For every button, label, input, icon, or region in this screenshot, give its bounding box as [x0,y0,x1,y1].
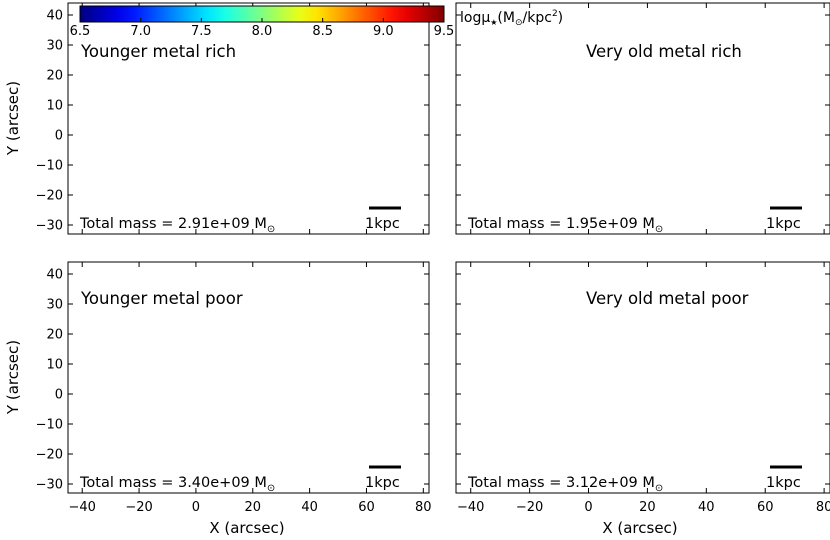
y-axis-label-bottom: Y (arcsec) [4,340,22,415]
x-tick-label: −20 [516,500,543,515]
panel-title: Younger metal poor [80,289,243,308]
mass-prefix: Total mass = [467,475,566,491]
y-tick-label: −10 [36,159,63,174]
total-mass-label: Total mass = 3.40e+09 M⊙ [79,475,275,494]
mass-value: 1.95e+09 [566,216,642,232]
x-tick-label: −40 [68,500,95,515]
panel-top-left: 40 30 20 10 0 −10 −20 −30 Younger metal rich Tota… [36,2,430,235]
x-axis-label-right: X (arcsec) [602,519,677,537]
colorbar-tick-label: 8.0 [252,24,273,39]
mass-unit: M [254,475,267,491]
colorbar-tick-label: 8.5 [312,24,333,39]
panel-top-right: Very old metal rich Total mass = 1.95e+09… [455,2,830,235]
mass-prefix: Total mass = [79,216,178,232]
total-mass-label: Total mass = 3.12e+09 M⊙ [467,475,663,494]
x-tick-label: 0 [584,500,592,515]
x-tick-label: 20 [639,500,656,515]
x-tick-label: 80 [415,500,432,515]
panel-frame [67,261,430,494]
colorbar-label-part: ⊙ [515,18,523,28]
scale-bar-label: 1kpc [766,475,801,491]
mass-value: 2.91e+09 [178,216,254,232]
colorbar-label-part: ) [558,10,563,26]
panel-frame [67,2,430,235]
panel-bottom-left: −40 −20 0 20 40 60 80 40 30 20 10 0 −10 −20 −30 Younger… [36,261,432,515]
colorbar-label-part: /kpc [523,10,552,26]
x-tick-label: 40 [698,500,715,515]
y-tick-label: 30 [46,39,63,54]
total-mass-label: Total mass = 2.91e+09 M⊙ [79,216,275,235]
colorbar-tick-label: 9.5 [434,24,455,39]
mass-unit: M [642,475,655,491]
total-mass-label: Total mass = 1.95e+09 M⊙ [467,216,663,235]
colorbar-tick-label: 9.0 [373,24,394,39]
y-tick-label: −30 [36,478,63,493]
colorbar: 6.5 7.0 7.5 8.0 8.5 9.0 9.5 logμ★(M⊙/kpc2) [70,5,563,39]
colorbar-label-part: (M [497,10,515,26]
y-tick-label: 30 [46,298,63,313]
colorbar-label-part: 2 [552,9,558,19]
colorbar-tick-label: 6.5 [70,24,91,39]
panel-frame [455,2,830,235]
panel-title: Younger metal rich [80,42,236,61]
y-tick-label: 0 [55,388,63,403]
x-axis-label-left: X (arcsec) [209,519,284,537]
y-tick-label: −20 [36,189,63,204]
y-tick-label: −10 [36,418,63,433]
scale-bar-label: 1kpc [766,216,801,232]
scale-bar-label: 1kpc [365,216,400,232]
y-tick-label: 10 [46,358,63,373]
x-tick-label: 60 [358,500,375,515]
panel-frame [455,261,830,494]
panel-title: Very old metal rich [586,42,742,61]
y-tick-label: 20 [46,69,63,84]
panel-bottom-right: −40 −20 0 20 40 60 80 Very old metal poor Total … [455,261,830,515]
x-tick-label: 20 [244,500,261,515]
y-tick-label: 10 [46,99,63,114]
y-tick-label: 0 [55,129,63,144]
mass-value: 3.40e+09 [178,475,254,491]
colorbar-label-part: ★ [490,18,497,27]
mass-unit-sun: ⊙ [267,483,275,494]
colorbar-label-part: logμ [460,10,490,26]
mass-unit-sun: ⊙ [267,224,275,235]
mass-unit: M [642,216,655,232]
x-tick-label: 60 [757,500,774,515]
mass-unit: M [254,216,267,232]
y-tick-label: 40 [46,9,63,24]
y-tick-label: −30 [36,219,63,234]
mass-prefix: Total mass = [467,216,566,232]
y-tick-label: −20 [36,448,63,463]
y-axis-label-top: Y (arcsec) [4,81,22,156]
mass-unit-sun: ⊙ [655,224,663,235]
panel-title: Very old metal poor [586,289,749,308]
colorbar-label: logμ★(M⊙/kpc2) [460,9,563,28]
colorbar-tick-label: 7.5 [191,24,212,39]
x-tick-label: 80 [816,500,830,515]
y-tick-label: 40 [46,268,63,283]
colorbar-tick-label: 7.0 [130,24,151,39]
scale-bar-label: 1kpc [365,475,400,491]
x-tick-label: 0 [192,500,200,515]
x-tick-label: −40 [457,500,484,515]
mass-value: 3.12e+09 [566,475,642,491]
x-tick-label: −20 [125,500,152,515]
x-tick-label: 40 [301,500,318,515]
mass-unit-sun: ⊙ [655,483,663,494]
y-tick-label: 20 [46,328,63,343]
mass-prefix: Total mass = [79,475,178,491]
